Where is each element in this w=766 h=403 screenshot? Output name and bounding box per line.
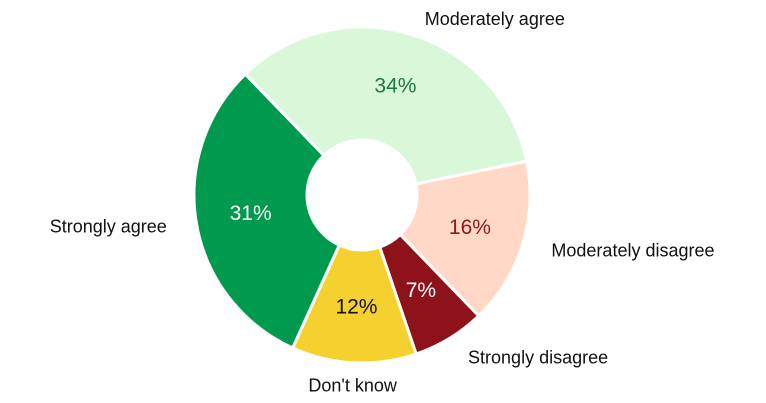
slice	[398, 159, 532, 318]
category-label: Moderately agree	[425, 9, 565, 29]
slice	[192, 72, 342, 350]
value-label: 16%	[449, 216, 491, 239]
category-label: Strongly agree	[50, 216, 167, 236]
value-label: 7%	[406, 279, 436, 302]
category-label: Moderately disagree	[551, 241, 714, 261]
slice	[243, 25, 529, 186]
slice	[290, 243, 419, 365]
category-label: Strongly disagree	[468, 348, 608, 368]
category-label: Don't know	[308, 376, 397, 396]
value-label: 12%	[335, 295, 377, 318]
value-label: 31%	[230, 202, 272, 225]
value-label: 34%	[374, 75, 416, 98]
